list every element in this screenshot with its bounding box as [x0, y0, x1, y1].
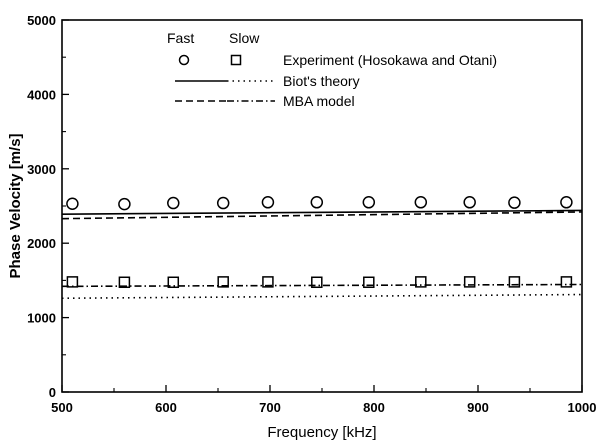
tick-labels: 500 600 700 800 900 1000 0 1000 2000 3000 4000 5000: [27, 13, 596, 415]
fast-experiment-point: [560, 196, 573, 209]
slow-experiment-point: [118, 276, 131, 289]
slow-experiment-point: [311, 276, 323, 289]
slow-experiment-point: [167, 276, 180, 289]
y-tick-label: 0: [49, 385, 56, 400]
experiment-hosokawa-and-otani-fast-series: [66, 196, 573, 211]
slow-experiment-point: [66, 276, 79, 288]
slow-experiment-point: [508, 276, 521, 288]
slow-experiment-point: [217, 276, 229, 288]
mba-model-fast-line: [61, 211, 583, 220]
biot-s-theory-fast-series: [61, 209, 583, 215]
fast-experiment-point: [310, 196, 324, 209]
x-tick-label: 900: [467, 400, 489, 415]
legend-label-mba: MBA model: [283, 93, 355, 109]
legend-label-experiment: Experiment (Hosokawa and Otani): [283, 52, 497, 68]
legend-label-biot: Biot's theory: [283, 73, 360, 89]
y-tick-label: 3000: [27, 162, 56, 177]
fast-experiment-point: [66, 197, 79, 211]
fast-experiment-point: [463, 196, 476, 209]
slow-experiment-point: [560, 276, 573, 288]
fast-experiment-point: [118, 197, 131, 211]
y-tick-label: 5000: [27, 13, 56, 28]
y-tick-label: 1000: [27, 311, 56, 326]
biot-s-theory-slow-line: [61, 293, 583, 300]
slow-experiment-point: [463, 276, 476, 288]
slow-experiment-point: [415, 276, 427, 288]
legend-header-slow: Slow: [229, 30, 260, 46]
mba-model-fast-series: [61, 211, 583, 220]
x-tick-label: 600: [155, 400, 177, 415]
x-tick-label: 700: [259, 400, 281, 415]
x-tick-label: 500: [51, 400, 73, 415]
y-axis-label: Phase Velocity [m/s]: [7, 133, 24, 278]
fast-experiment-point: [362, 196, 376, 209]
plot-frame: [61, 19, 583, 393]
legend-square-marker: [230, 54, 242, 66]
x-tick-label: 800: [363, 400, 385, 415]
slow-experiment-point: [363, 276, 375, 289]
fast-experiment-point: [414, 196, 428, 209]
fast-experiment-point: [261, 196, 275, 209]
x-axis-label: Frequency [kHz]: [267, 424, 376, 441]
experiment-hosokawa-and-otani-slow-series: [66, 276, 573, 289]
fast-experiment-point: [508, 196, 521, 209]
series-layer: [61, 196, 583, 300]
biot-s-theory-fast-line: [61, 209, 583, 215]
legend: Fast Slow Experiment (Hosokawa and Otani…: [167, 30, 497, 109]
biot-s-theory-slow-series: [61, 293, 583, 300]
y-tick-label: 2000: [27, 236, 56, 251]
y-tick-label: 4000: [27, 87, 56, 102]
legend-circle-marker: [178, 54, 190, 66]
slow-experiment-point: [262, 276, 274, 288]
x-tick-label: 1000: [568, 400, 597, 415]
legend-header-fast: Fast: [167, 30, 194, 46]
fast-experiment-point: [216, 196, 230, 210]
fast-experiment-point: [167, 196, 180, 210]
